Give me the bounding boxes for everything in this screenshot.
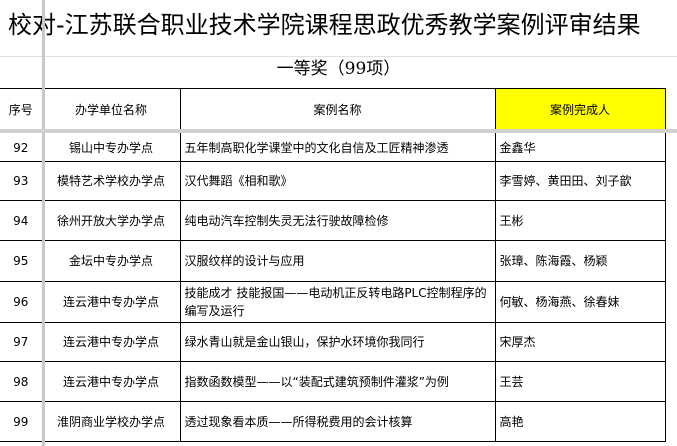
header-case[interactable]: 案例名称 [179, 88, 496, 130]
row-case[interactable]: 五年制高职化学课堂中的文化自信及工匠精神渗透 [179, 129, 496, 162]
sheet-title: 校对-江苏联合职业技术学院课程思政优秀教学案例评审结果 [0, 0, 677, 57]
row-people[interactable]: 王芸 [494, 361, 666, 402]
row-unit[interactable]: 连云港中专办学点 [41, 322, 181, 362]
row-case[interactable]: 纯电动汽车控制失灵无法行驶故障检修 [179, 200, 496, 241]
row-seq[interactable]: 97 [0, 322, 43, 362]
row-case[interactable]: 汉服纹样的设计与应用 [179, 240, 496, 282]
row-unit[interactable]: 连云港中专办学点 [41, 361, 181, 402]
row-people[interactable]: 王彬 [494, 200, 666, 241]
row-seq[interactable]: 99 [0, 401, 43, 442]
award-subtitle: 一等奖（99项） [276, 59, 401, 79]
row-seq[interactable]: 92 [0, 129, 43, 162]
row-people[interactable]: 高艳 [494, 401, 666, 442]
row-case[interactable]: 技能成才 技能报国——电动机正反转电路PLC控制程序的编写及运行 [179, 281, 496, 323]
header-row: 序号 办学单位名称 案例名称 案例完成人 [0, 88, 666, 130]
row-case[interactable]: 绿水青山就是金山银山，保护水环境你我同行 [179, 322, 496, 362]
row-people[interactable]: 何敏、杨海燕、徐春妹 [494, 281, 666, 323]
table-row: 95 金坛中专办学点 汉服纹样的设计与应用 张璋、陈海霞、杨颖 [0, 240, 666, 282]
row-case[interactable]: 指数函数模型——以“装配式建筑预制件灌浆”为例 [179, 361, 496, 402]
row-seq[interactable]: 95 [0, 240, 43, 282]
row-people[interactable]: 李雪婷、黄田田、刘子歆 [494, 161, 666, 201]
row-unit[interactable]: 连云港中专办学点 [41, 281, 181, 323]
table-row: 97 连云港中专办学点 绿水青山就是金山银山，保护水环境你我同行 宋厚杰 [0, 322, 666, 362]
row-people[interactable]: 宋厚杰 [494, 322, 666, 362]
row-unit[interactable]: 模特艺术学校办学点 [41, 161, 181, 201]
row-people[interactable]: 张璋、陈海霞、杨颖 [494, 240, 666, 282]
row-seq[interactable]: 93 [0, 161, 43, 201]
table-row: 94 徐州开放大学办学点 纯电动汽车控制失灵无法行驶故障检修 王彬 [0, 200, 666, 241]
row-case[interactable]: 汉代舞蹈《相和歌》 [179, 161, 496, 201]
row-seq[interactable]: 98 [0, 361, 43, 402]
table-row: 98 连云港中专办学点 指数函数模型——以“装配式建筑预制件灌浆”为例 王芸 [0, 361, 666, 402]
table-row: 99 淮阴商业学校办学点 透过现象看本质——所得税费用的会计核算 高艳 [0, 401, 666, 442]
freeze-pane-horizontal [0, 129, 677, 133]
header-people[interactable]: 案例完成人 [494, 88, 666, 130]
table-row: 92 锡山中专办学点 五年制高职化学课堂中的文化自信及工匠精神渗透 金鑫华 [0, 129, 666, 162]
table-row: 96 连云港中专办学点 技能成才 技能报国——电动机正反转电路PLC控制程序的编写及… [0, 281, 666, 323]
table-row: 93 模特艺术学校办学点 汉代舞蹈《相和歌》 李雪婷、黄田田、刘子歆 [0, 161, 666, 201]
row-unit[interactable]: 锡山中专办学点 [41, 129, 181, 162]
results-table: 序号 办学单位名称 案例名称 案例完成人 92 锡山中专办学点 五年制高职化学课堂中… [0, 88, 666, 442]
row-case[interactable]: 透过现象看本质——所得税费用的会计核算 [179, 401, 496, 442]
freeze-pane-vertical [42, 0, 45, 446]
row-seq[interactable]: 94 [0, 200, 43, 241]
row-unit[interactable]: 金坛中专办学点 [41, 240, 181, 282]
row-people[interactable]: 金鑫华 [494, 129, 666, 162]
row-unit[interactable]: 淮阴商业学校办学点 [41, 401, 181, 442]
row-seq[interactable]: 96 [0, 281, 43, 323]
header-seq[interactable]: 序号 [0, 88, 43, 130]
header-unit[interactable]: 办学单位名称 [41, 88, 181, 130]
row-unit[interactable]: 徐州开放大学办学点 [41, 200, 181, 241]
